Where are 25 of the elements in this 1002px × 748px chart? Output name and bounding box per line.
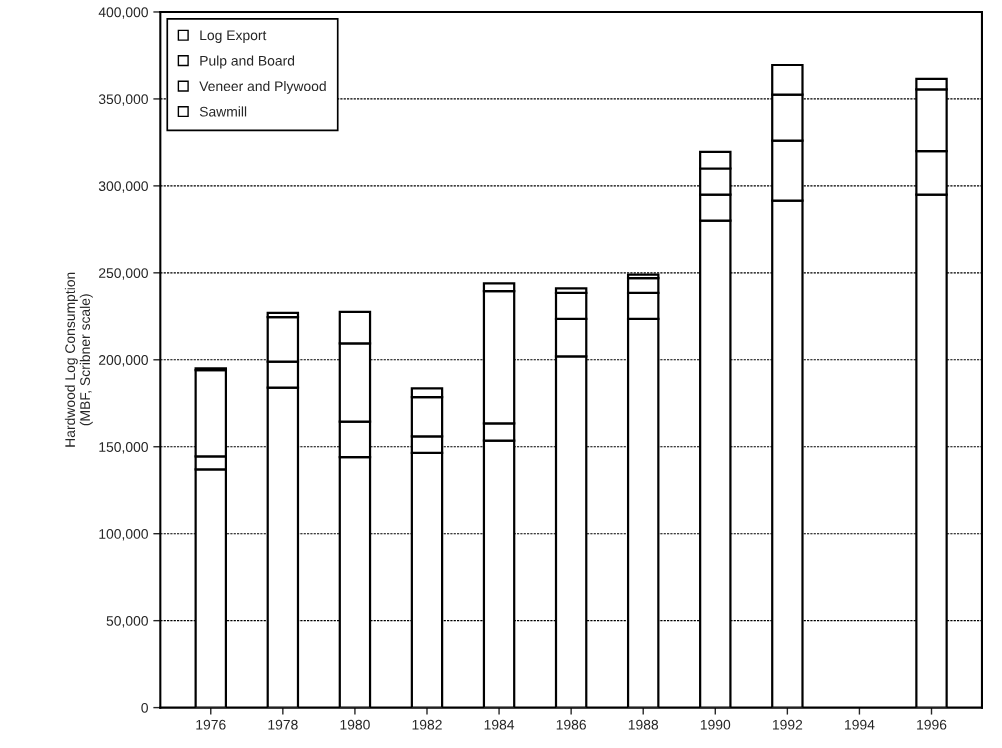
y-tick-label: 200,000: [99, 355, 148, 367]
legend-label: Pulp and Board: [200, 55, 295, 69]
x-tick-label: 1996: [917, 719, 947, 730]
x-tick-label: 1986: [556, 719, 586, 730]
x-tick-label: 1978: [268, 719, 298, 730]
y-axis-title: Hardwood Log Consumption (MBF, Scribner scale): [64, 272, 93, 447]
x-tick-label: 1982: [412, 719, 442, 730]
legend-label: Log Export: [200, 30, 267, 43]
legend-label: Sawmill: [199, 106, 247, 117]
y-tick-label: 300,000: [98, 181, 148, 193]
x-tick-label: 1980: [340, 719, 370, 730]
x-tick-label: 1976: [196, 719, 226, 730]
x-tick-label: 1988: [628, 719, 659, 730]
x-tick-label: 1992: [772, 719, 803, 730]
y-tick-label: 350,000: [98, 94, 148, 106]
y-tick-label: 50,000: [106, 615, 148, 628]
y-tick-label: 0: [141, 702, 148, 713]
x-tick-label: 1984: [484, 719, 515, 730]
y-tick-label: 150,000: [99, 442, 148, 454]
y-tick-label: 250,000: [99, 268, 148, 280]
x-tick-label: 1994: [845, 719, 875, 730]
x-tick-label: 1990: [700, 719, 731, 730]
y-tick-label: 400,000: [98, 7, 148, 19]
legend-label: Veneer and Plywood: [199, 80, 326, 94]
y-tick-label: 100,000: [99, 529, 148, 541]
